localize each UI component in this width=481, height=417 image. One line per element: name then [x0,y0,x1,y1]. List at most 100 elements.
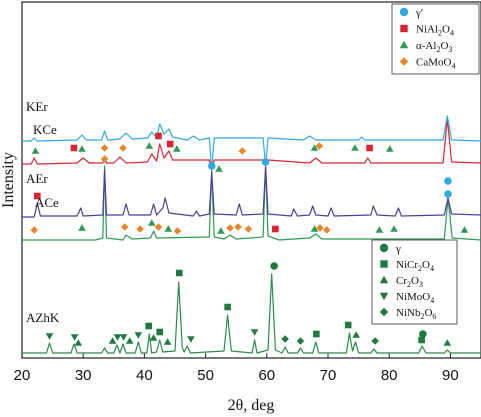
phase-marker-triangle [78,145,86,152]
phase-marker-circle [261,158,270,166]
legend-label-part: γ [395,243,401,255]
legend-label-part: 2 [407,280,411,289]
phase-marker-triangle [108,337,117,344]
legend-label: NiMoO4 [396,291,434,305]
series-kce-line [22,165,481,218]
legend-label-part: 2 [420,312,424,321]
phase-marker-triangle [460,226,469,233]
phase-marker-square [418,336,425,344]
x-axis-title: 2θ, deg [228,397,275,414]
phase-marker-square [313,330,320,338]
phase-marker-diamond [30,226,39,234]
legend-label-part: O [424,307,432,319]
phase-marker-square [34,192,41,200]
legend-label-part: 2 [418,264,422,273]
series-label-aer: AEr [26,171,48,186]
legend-label-part: 4 [451,62,455,71]
phase-marker-triangle [31,147,40,154]
series-ker-line [22,165,481,241]
legend-symbol-diamond [399,57,409,66]
legend-symbol-triangle [379,275,389,284]
phase-marker-triangle [352,331,360,338]
x-tick-label: 60 [258,367,275,384]
phase-marker-triangle [310,225,319,232]
legend-label-part: NiNb [396,307,421,319]
legend-label-part: O [440,40,448,52]
phase-marker-diamond [238,147,247,155]
phase-marker-diamond [281,335,289,343]
phase-marker-triangle [149,334,158,341]
phase-marker-circle [444,177,452,185]
x-tick-label: 40 [136,367,153,384]
phase-marker-square [156,328,163,336]
x-tick-label: 30 [75,367,92,384]
phase-marker-triangle-down [187,336,195,343]
legend-label-part: α-Al [416,40,436,52]
phase-marker-triangle [217,227,225,234]
phase-marker-diamond [154,223,163,231]
x-axis-ticks: 20 30 40 50 60 70 80 90 [14,353,459,384]
phase-marker-diamond [121,223,129,231]
x-tick-label: 50 [197,367,214,384]
phase-marker-diamond [100,155,109,163]
legend-label-part: 3 [448,45,452,54]
phase-marker-square [224,303,231,311]
phase-marker-triangle-down [119,334,128,341]
phase-marker-diamond [100,144,109,152]
legend-label-part: 4 [430,264,434,273]
phase-marker-diamond [296,337,305,345]
phase-marker-triangle [215,165,223,172]
legend-label-part: 4 [450,29,454,38]
legend-label: NiCr2O4 [396,259,434,273]
legend-symbol-square [380,260,388,268]
phase-marker-triangle [375,226,384,233]
phase-marker-triangle-down [113,334,122,341]
y-axis-title: Intensity [0,152,17,208]
phase-marker-diamond [234,223,242,231]
legend-label: NiNb2O6 [396,307,436,321]
phase-marker-diamond [371,337,379,345]
legend-label: Cr2O3 [396,275,423,289]
x-tick-label: 20 [14,367,31,384]
phase-marker-diamond [173,227,182,235]
phase-marker-triangle [145,142,154,149]
series-ace-line [22,115,481,171]
phase-marker-triangle [78,224,86,231]
phase-marker-circle [270,262,278,270]
phase-marker-square [175,269,183,277]
legend-symbol-circle [379,243,389,253]
phase-marker-square [166,140,174,148]
legend-label-part: 6 [432,312,436,321]
legend-label-part: 3 [419,280,423,289]
marker-layer [30,132,469,346]
legend-label-part: Cr [396,275,407,287]
phase-marker-diamond [322,226,331,234]
legend-label-part: 2 [438,29,442,38]
legend-label-part: CaMoO [416,57,452,69]
phase-marker-triangle [125,337,134,344]
series-label-azhk: AZhK [26,310,60,325]
series-aer-line [22,118,481,171]
phase-marker-triangle [163,338,172,345]
legend-label: γ′ [415,7,423,19]
legend-label-part: NiMoO [396,291,430,303]
phase-marker-triangle [443,339,452,346]
phase-marker-square [344,321,352,329]
legend-label-part: O [422,259,430,271]
phase-marker-triangle [351,144,359,151]
legend-symbol-diamond [379,307,389,317]
legend-label: γ [395,243,401,255]
legend-label: α-Al2O3 [416,40,452,54]
legend-symbol-triangle [399,40,409,49]
phase-marker-square [70,144,78,152]
legend-symbol-circle [399,7,409,17]
series-layer [22,115,481,354]
legend-label: NiAl2O4 [416,24,454,38]
phase-marker-triangle-down [134,332,143,339]
legend-symbol-triangle-down [379,292,389,301]
legend-label-part: 4 [430,296,434,305]
phase-marker-diamond [226,224,234,232]
